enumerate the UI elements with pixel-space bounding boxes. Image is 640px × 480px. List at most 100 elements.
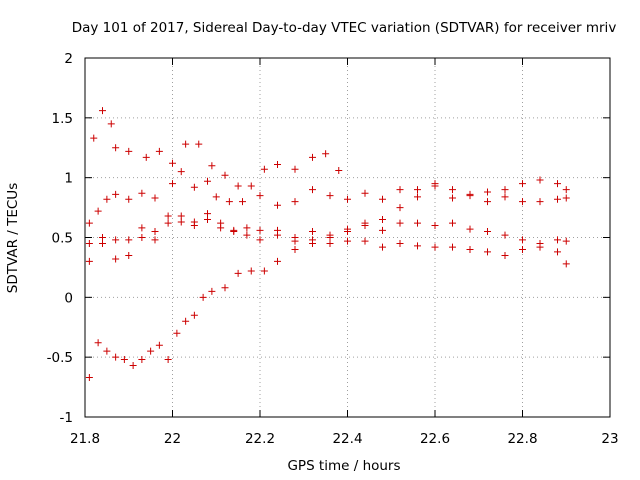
x-tick-label: 22.2 xyxy=(245,431,275,447)
data-point xyxy=(414,186,421,194)
data-point xyxy=(361,189,369,197)
data-point xyxy=(309,153,316,161)
data-point xyxy=(396,219,404,227)
data-point xyxy=(155,341,163,349)
data-point xyxy=(449,243,456,251)
data-point xyxy=(501,231,509,239)
data-point xyxy=(449,186,456,194)
y-tick-label: 0.5 xyxy=(52,231,73,247)
data-point xyxy=(239,198,246,206)
data-point xyxy=(204,216,211,224)
data-point xyxy=(195,140,203,148)
data-point xyxy=(85,239,93,247)
data-point xyxy=(204,177,211,185)
data-point xyxy=(243,231,251,239)
data-point xyxy=(190,218,198,226)
data-point xyxy=(190,183,198,191)
data-point xyxy=(90,134,98,142)
data-point xyxy=(260,267,268,275)
data-point xyxy=(554,195,561,203)
data-point xyxy=(414,219,421,227)
data-point xyxy=(335,166,343,174)
data-point xyxy=(177,168,185,176)
data-point xyxy=(519,198,526,206)
data-point xyxy=(519,245,526,253)
data-point xyxy=(217,219,225,227)
data-point xyxy=(501,186,509,194)
x-tick-label: 22 xyxy=(164,431,181,447)
y-tick-label: 2 xyxy=(64,51,73,67)
data-point xyxy=(247,182,255,190)
x-axis-label: GPS time / hours xyxy=(287,458,400,474)
data-point xyxy=(125,147,133,155)
data-point xyxy=(243,224,251,232)
data-point xyxy=(256,226,264,234)
y-tick-label: -0.5 xyxy=(47,350,73,366)
data-point xyxy=(326,192,334,200)
data-point xyxy=(536,198,544,206)
data-point xyxy=(112,236,120,244)
data-point xyxy=(230,228,238,236)
data-point xyxy=(99,239,106,247)
data-point xyxy=(182,140,190,148)
axis-ticks: 21.8 22 22.2 22.4 22.6 22.8 23 -1 -0.5 0 0.5 1 1.5 2 xyxy=(47,51,619,447)
data-point xyxy=(431,222,439,230)
y-tick-label: 1 xyxy=(64,171,73,187)
data-point xyxy=(309,186,316,194)
data-point xyxy=(484,228,491,236)
data-point xyxy=(177,212,185,220)
data-point xyxy=(151,194,159,202)
data-point xyxy=(138,356,146,364)
data-point xyxy=(274,161,281,169)
data-point xyxy=(204,210,211,218)
data-point xyxy=(138,224,146,232)
data-point xyxy=(414,242,421,250)
data-point xyxy=(173,329,181,337)
data-points xyxy=(85,107,570,382)
data-point xyxy=(396,204,404,212)
data-point xyxy=(309,239,316,247)
data-point xyxy=(361,237,369,245)
data-point xyxy=(182,317,190,325)
data-point xyxy=(94,339,102,347)
grid xyxy=(85,58,610,417)
data-point xyxy=(554,180,561,188)
data-point xyxy=(326,239,334,247)
data-point xyxy=(112,144,120,152)
chart-title: Day 101 of 2017, Sidereal Day-to-day VTE… xyxy=(72,20,617,36)
data-point xyxy=(562,194,570,202)
data-point xyxy=(274,201,281,209)
x-tick-label: 23 xyxy=(601,431,618,447)
data-point xyxy=(164,212,172,220)
data-point xyxy=(208,162,216,170)
x-tick-label: 22.4 xyxy=(332,431,362,447)
data-point xyxy=(501,251,509,259)
data-point xyxy=(120,356,128,364)
data-point xyxy=(291,198,299,206)
data-point xyxy=(225,198,233,206)
data-point xyxy=(164,219,172,227)
data-point xyxy=(85,219,93,227)
data-point xyxy=(344,237,351,245)
data-point xyxy=(274,226,281,234)
data-point xyxy=(112,353,120,361)
data-point xyxy=(99,107,106,115)
data-point xyxy=(536,176,544,184)
data-point xyxy=(431,180,439,188)
data-point xyxy=(562,186,570,194)
data-point xyxy=(112,255,120,263)
data-point xyxy=(221,284,229,292)
data-point xyxy=(501,193,509,201)
data-point xyxy=(125,195,133,203)
data-point xyxy=(562,237,570,245)
y-tick-label: 1.5 xyxy=(52,111,73,127)
data-point xyxy=(99,234,106,241)
data-point xyxy=(309,228,316,236)
data-point xyxy=(396,239,404,247)
data-point xyxy=(466,225,474,233)
data-point xyxy=(177,218,185,226)
data-point xyxy=(103,347,111,355)
data-point xyxy=(147,347,155,355)
data-point xyxy=(396,186,404,194)
